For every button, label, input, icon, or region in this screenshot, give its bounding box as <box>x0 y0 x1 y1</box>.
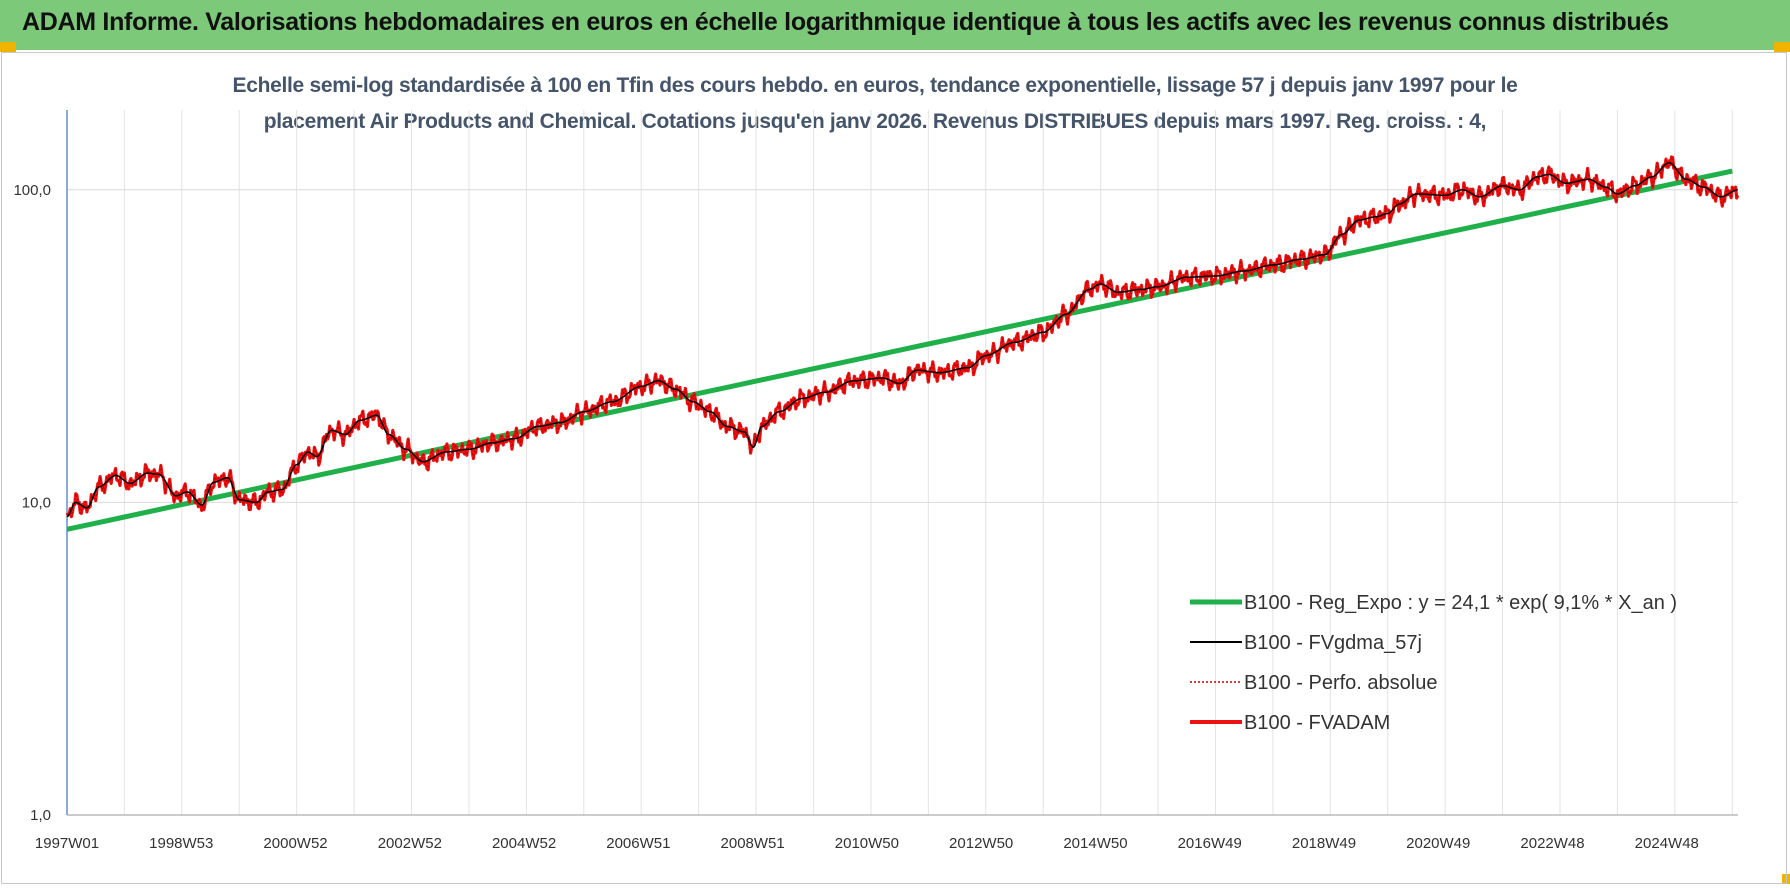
grid-lines <box>67 110 1738 815</box>
x-tick-label: 2014W50 <box>1063 835 1127 852</box>
chart-frame <box>1 52 1787 884</box>
series-layer <box>65 155 1740 532</box>
legend-entry: B100 - FVgdma_57j <box>1244 632 1422 654</box>
x-tick-label: 2010W50 <box>835 835 899 852</box>
x-tick-label: 2002W52 <box>378 835 442 852</box>
x-tick-label: 1998W53 <box>149 835 213 852</box>
x-tick-label: 2008W51 <box>721 835 785 852</box>
y-tick-label: 100,0 <box>13 182 51 199</box>
x-tick-label: 2018W49 <box>1292 835 1356 852</box>
x-tick-label: 2004W52 <box>492 835 556 852</box>
x-tick-label: 2024W48 <box>1635 835 1699 852</box>
legend: B100 - Reg_Expo : y = 24,1 * exp( 9,1% *… <box>1190 592 1677 734</box>
chart-title-line1: Echelle semi-log standardisée à 100 en T… <box>232 74 1518 97</box>
legend-entry: B100 - Perfo. absolue <box>1244 672 1437 694</box>
x-tick-label: 2012W50 <box>949 835 1013 852</box>
x-tick-label: 2016W49 <box>1178 835 1242 852</box>
banner-title: ADAM Informe. Valorisations hebdomadaire… <box>22 8 1669 36</box>
corner-marker-right <box>1774 42 1790 52</box>
y-tick-label: 1,0 <box>30 807 51 824</box>
series-line-reg-expo <box>66 168 1733 532</box>
y-tick-label: 10,0 <box>22 494 51 511</box>
corner-marker-left <box>0 42 16 52</box>
axes: 1,0 10,0 100,0 1997W01 1998W53 2000W52 2002W52… <box>13 110 1738 852</box>
x-tick-label: 1997W01 <box>35 835 99 852</box>
series-line-fvgdma <box>66 162 1738 518</box>
legend-entry: B100 - FVADAM <box>1244 712 1390 734</box>
legend-entry: B100 - Reg_Expo : y = 24,1 * exp( 9,1% *… <box>1244 592 1677 614</box>
banner: ADAM Informe. Valorisations hebdomadaire… <box>0 0 1790 50</box>
chart-title-line2: placement Air Products and Chemical. Cot… <box>263 110 1487 133</box>
x-tick-label: 2020W49 <box>1406 835 1470 852</box>
series-line-fvadam <box>65 155 1740 519</box>
x-tick-label: 2006W51 <box>606 835 670 852</box>
x-tick-label: 2000W52 <box>263 835 327 852</box>
x-tick-label: 2022W48 <box>1520 835 1584 852</box>
series-line-perfo-absolue <box>66 156 1739 517</box>
